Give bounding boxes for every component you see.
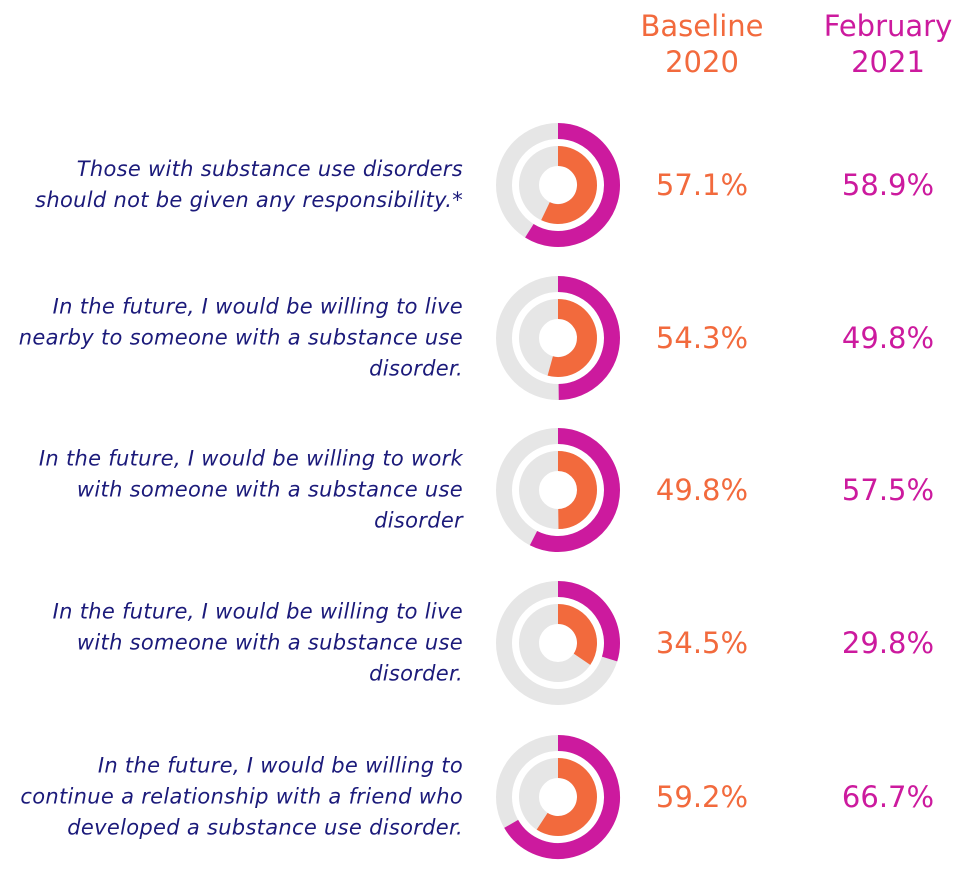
series-header: Baseline 2020 bbox=[640, 9, 764, 79]
ring-arc bbox=[547, 299, 597, 377]
value-label: 66.7% bbox=[841, 780, 935, 814]
value-label: 54.3% bbox=[655, 321, 749, 355]
ring-arc bbox=[557, 604, 597, 665]
ring-arc bbox=[541, 146, 597, 224]
ring-arc bbox=[504, 735, 620, 859]
ring-arc bbox=[557, 276, 621, 400]
value-label: 49.8% bbox=[841, 321, 935, 355]
statement-label: Those with substance use disorders shoul… bbox=[35, 157, 463, 212]
value-label: 34.5% bbox=[655, 626, 749, 660]
ring-arc bbox=[525, 123, 620, 247]
ring-arc bbox=[529, 428, 620, 552]
value-label: 29.8% bbox=[841, 626, 935, 660]
statement-label: In the future, I would be willing to wor… bbox=[38, 446, 463, 533]
ring-arc bbox=[557, 581, 620, 662]
ring-arc bbox=[536, 758, 597, 836]
value-label: 49.8% bbox=[655, 473, 749, 507]
value-label: 58.9% bbox=[841, 168, 935, 202]
series-header: February 2021 bbox=[823, 9, 953, 79]
statement-label: In the future, I would be willing to con… bbox=[20, 753, 463, 840]
value-label: 59.2% bbox=[655, 780, 749, 814]
statement-label: In the future, I would be willing to liv… bbox=[18, 294, 463, 381]
value-label: 57.1% bbox=[655, 168, 749, 202]
statement-label: In the future, I would be willing to liv… bbox=[52, 599, 463, 686]
value-label: 57.5% bbox=[841, 473, 935, 507]
ring-arc bbox=[557, 451, 597, 529]
